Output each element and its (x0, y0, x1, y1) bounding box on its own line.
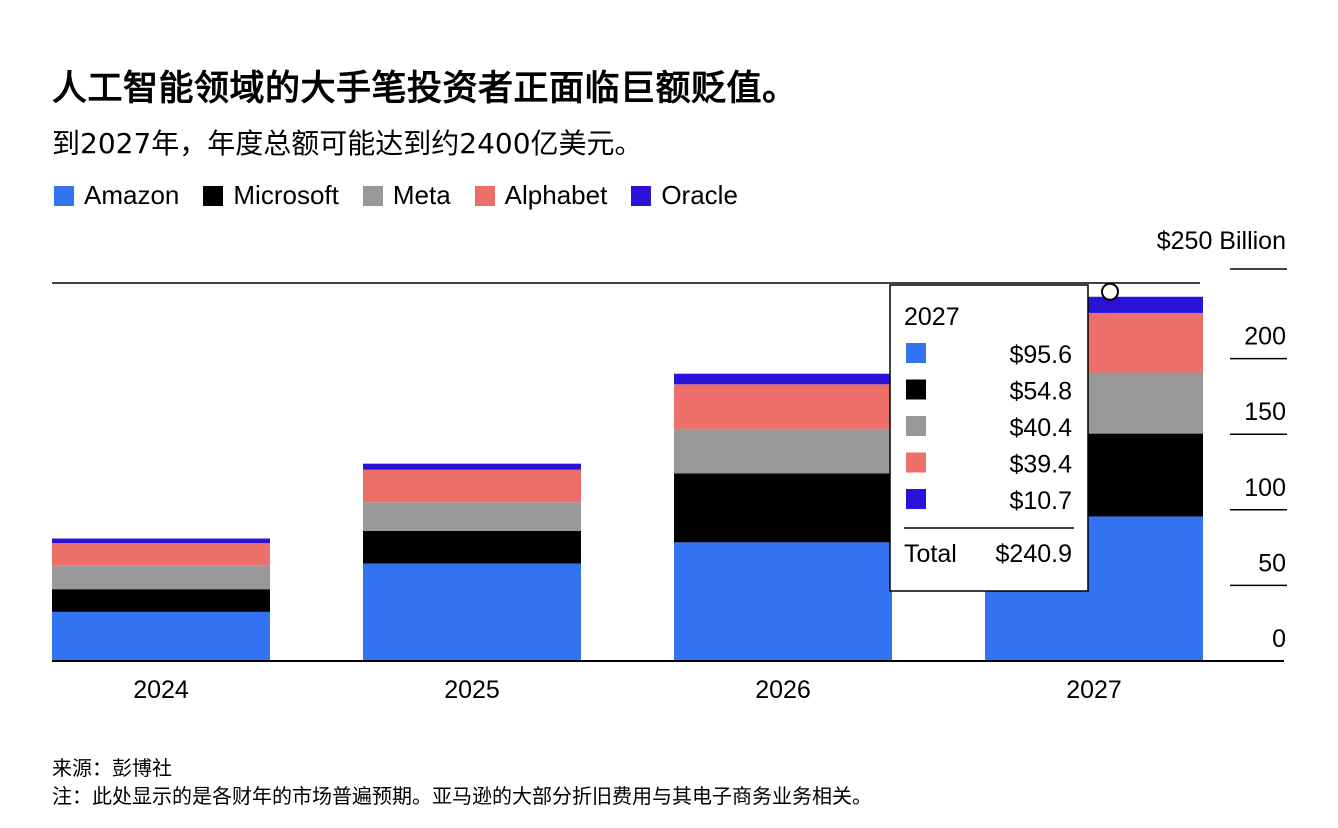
tooltip-value: $39.4 (1009, 451, 1072, 479)
tooltip-swatch-amazon (906, 343, 926, 363)
bar-alphabet-2024 (52, 543, 270, 566)
bar-amazon-2026 (674, 542, 892, 661)
x-tick-label: 2027 (1066, 676, 1122, 704)
source-note: 来源：彭博社 (52, 756, 172, 780)
legend-label: Meta (392, 180, 451, 210)
tooltip-swatch-microsoft (906, 379, 926, 400)
tooltip-total-value: $240.9 (996, 540, 1072, 568)
bar-alphabet-2025 (363, 469, 581, 503)
legend-swatch (54, 185, 74, 206)
legend-item-oracle: Oracle (631, 180, 738, 211)
bar-microsoft-2025 (363, 530, 581, 564)
tooltip-value: $54.8 (1009, 378, 1072, 406)
bar-oracle-2026 (674, 373, 892, 385)
tooltip-box (889, 284, 1089, 592)
x-tick-label: 2024 (133, 676, 189, 704)
bar-meta-2024 (52, 565, 270, 590)
y-axis-top-label: $250 Billion (1157, 227, 1286, 255)
legend-item-amazon: Amazon (54, 180, 179, 211)
y-tick-label: 0 (1272, 625, 1286, 653)
legend-label: Amazon (84, 180, 180, 210)
bar-microsoft-2024 (52, 589, 270, 612)
chart-title: 人工智能领域的大手笔投资者正面临巨额贬值。 (52, 69, 798, 109)
bar-alphabet-2026 (674, 384, 892, 429)
stacked-bar-chart: 0 50 100 150 200 $250 Billion 2024 2025 2026 2027… (52, 227, 1287, 704)
hover-dot (1101, 282, 1119, 301)
legend-item-meta: Meta (362, 180, 451, 211)
tooltip-total-label: Total (904, 540, 957, 568)
bar-amazon-2024 (52, 611, 270, 661)
bar-amazon-2025 (363, 563, 581, 661)
tooltip-value: $95.6 (1009, 341, 1072, 369)
bar-oracle-2024 (52, 538, 270, 544)
legend-label: Alphabet (504, 180, 608, 210)
bar-microsoft-2026 (674, 473, 892, 543)
legend-swatch (474, 185, 495, 206)
bar-meta-2026 (674, 428, 892, 474)
tooltip-value: $40.4 (1009, 414, 1072, 442)
legend-item-alphabet: Alphabet (474, 180, 608, 211)
y-tick-label: 200 (1244, 323, 1286, 351)
x-tick-label: 2025 (444, 676, 500, 704)
tooltip-swatch-alphabet (906, 452, 926, 473)
legend: Amazon Microsoft Meta Alphabet Oracle (54, 180, 762, 211)
tooltip-value: $10.7 (1009, 487, 1072, 515)
tooltip-swatch-meta (906, 416, 926, 436)
tooltip-swatch-oracle (906, 489, 926, 509)
legend-label: Microsoft (233, 180, 339, 210)
legend-label: Oracle (661, 180, 738, 210)
legend-swatch (203, 185, 224, 206)
y-tick-label: 50 (1258, 549, 1286, 577)
x-tick-label: 2026 (755, 676, 811, 704)
chart-subtitle: 到2027年，年度总额可能达到约2400亿美元。 (52, 127, 643, 160)
legend-swatch (362, 185, 383, 206)
y-tick-label: 150 (1244, 398, 1286, 426)
y-tick-label: 100 (1244, 474, 1286, 502)
legend-item-microsoft: Microsoft (203, 180, 339, 211)
legend-swatch (631, 185, 652, 206)
footnote: 注：此处显示的是各财年的市场普遍预期。亚马逊的大部分折旧费用与其电子商务业务相关… (52, 784, 872, 808)
tooltip-title: 2027 (904, 303, 960, 331)
bar-oracle-2025 (363, 463, 581, 470)
bar-meta-2025 (363, 502, 581, 531)
